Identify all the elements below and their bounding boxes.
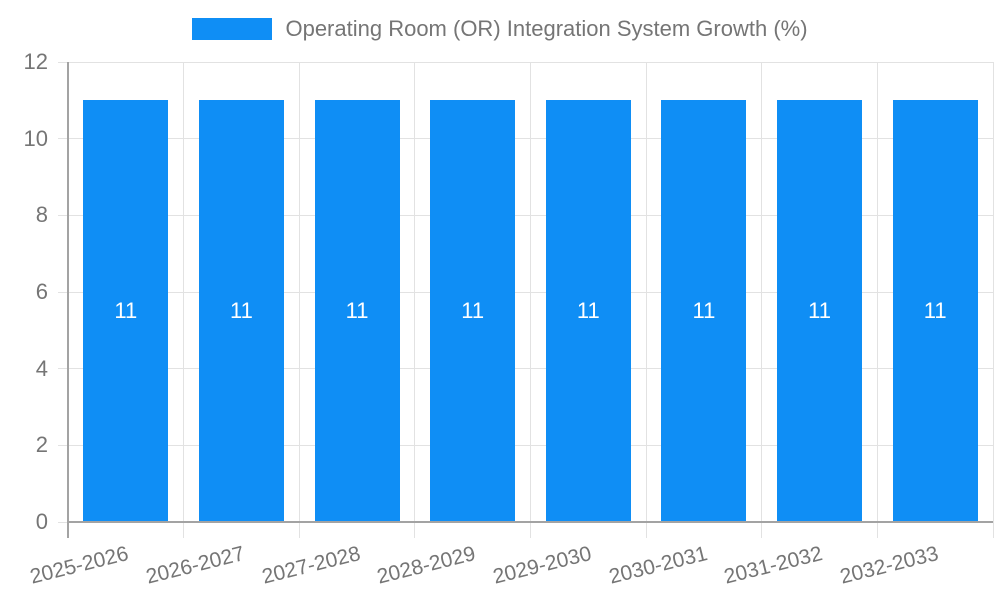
x-axis-category-label: 2030-2031 xyxy=(606,542,710,589)
bar[interactable]: 11 xyxy=(661,100,747,522)
bar-value-label: 11 xyxy=(461,298,485,324)
x-axis-category-label: 2027-2028 xyxy=(259,542,363,589)
y-axis-tick-label: 10 xyxy=(23,125,48,151)
bar[interactable]: 11 xyxy=(777,100,863,522)
bar-value-label: 11 xyxy=(808,298,831,324)
gridline-vertical xyxy=(530,62,531,538)
gridline-vertical xyxy=(761,62,763,538)
y-axis-tick-label: 2 xyxy=(35,432,48,458)
legend-color-swatch xyxy=(192,18,273,40)
y-axis-tick-label: 0 xyxy=(35,509,48,534)
y-axis-tick-label: 6 xyxy=(35,279,48,304)
x-axis-category-label: 2026-2027 xyxy=(143,542,247,589)
gridline-vertical xyxy=(298,62,300,538)
y-axis-tick xyxy=(58,214,68,216)
y-axis-tick-label: 4 xyxy=(35,355,48,381)
y-axis-tick-label: 8 xyxy=(35,202,48,228)
y-axis-line xyxy=(67,62,69,538)
legend: Operating Room (OR) Integration System G… xyxy=(0,12,1000,46)
x-axis-category-label: 2032-2033 xyxy=(837,542,941,589)
y-axis-tick-label: 12 xyxy=(23,49,48,74)
x-axis-line xyxy=(68,521,993,523)
y-axis-tick xyxy=(58,61,68,63)
bar[interactable]: 11 xyxy=(430,100,516,522)
x-axis-category-label: 2029-2030 xyxy=(490,542,594,589)
gridline-vertical xyxy=(645,62,647,538)
bar[interactable]: 11 xyxy=(314,100,400,522)
bar-value-label: 11 xyxy=(923,298,947,324)
bar-value-label: 11 xyxy=(114,298,138,324)
bar[interactable]: 11 xyxy=(83,100,169,522)
bar[interactable]: 11 xyxy=(892,100,978,522)
bar-value-label: 11 xyxy=(230,298,253,324)
x-axis-category-label: 2031-2032 xyxy=(721,542,825,589)
bar-value-label: 11 xyxy=(345,298,369,324)
bar[interactable]: 11 xyxy=(545,100,631,522)
y-axis-tick xyxy=(58,138,68,140)
x-axis-category-label: 2025-2026 xyxy=(28,542,132,589)
x-axis-category-label: 2028-2029 xyxy=(374,542,479,589)
y-axis-tick xyxy=(58,521,68,523)
gridline-vertical xyxy=(876,62,878,538)
y-axis-tick xyxy=(58,444,68,446)
gridline-vertical xyxy=(183,62,185,538)
gridline-vertical xyxy=(992,62,994,538)
bar[interactable]: 11 xyxy=(198,100,284,522)
y-axis-tick xyxy=(58,368,68,370)
legend-series-label: Operating Room (OR) Integration System G… xyxy=(285,16,808,41)
y-axis-tick xyxy=(58,291,68,293)
bar-value-label: 11 xyxy=(692,298,716,324)
gridline-vertical xyxy=(414,62,416,538)
bar-value-label: 11 xyxy=(576,298,600,324)
